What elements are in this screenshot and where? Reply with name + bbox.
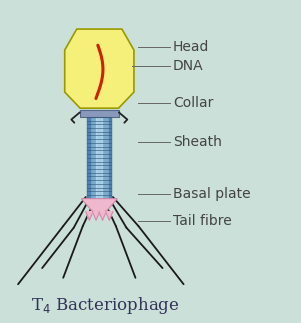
Polygon shape [65,29,134,108]
Bar [87,117,111,199]
Text: DNA: DNA [173,59,204,73]
Polygon shape [106,212,113,220]
Polygon shape [86,212,93,220]
Polygon shape [99,212,106,220]
Polygon shape [92,212,100,220]
Text: T$_4$ Bacteriophage: T$_4$ Bacteriophage [31,295,180,316]
Text: Sheath: Sheath [173,135,222,149]
Polygon shape [81,199,117,215]
Text: Head: Head [173,40,209,54]
Bar [80,110,119,117]
Text: Collar: Collar [173,96,213,110]
Text: Tail fibre: Tail fibre [173,214,232,228]
Text: Basal plate: Basal plate [173,187,251,201]
